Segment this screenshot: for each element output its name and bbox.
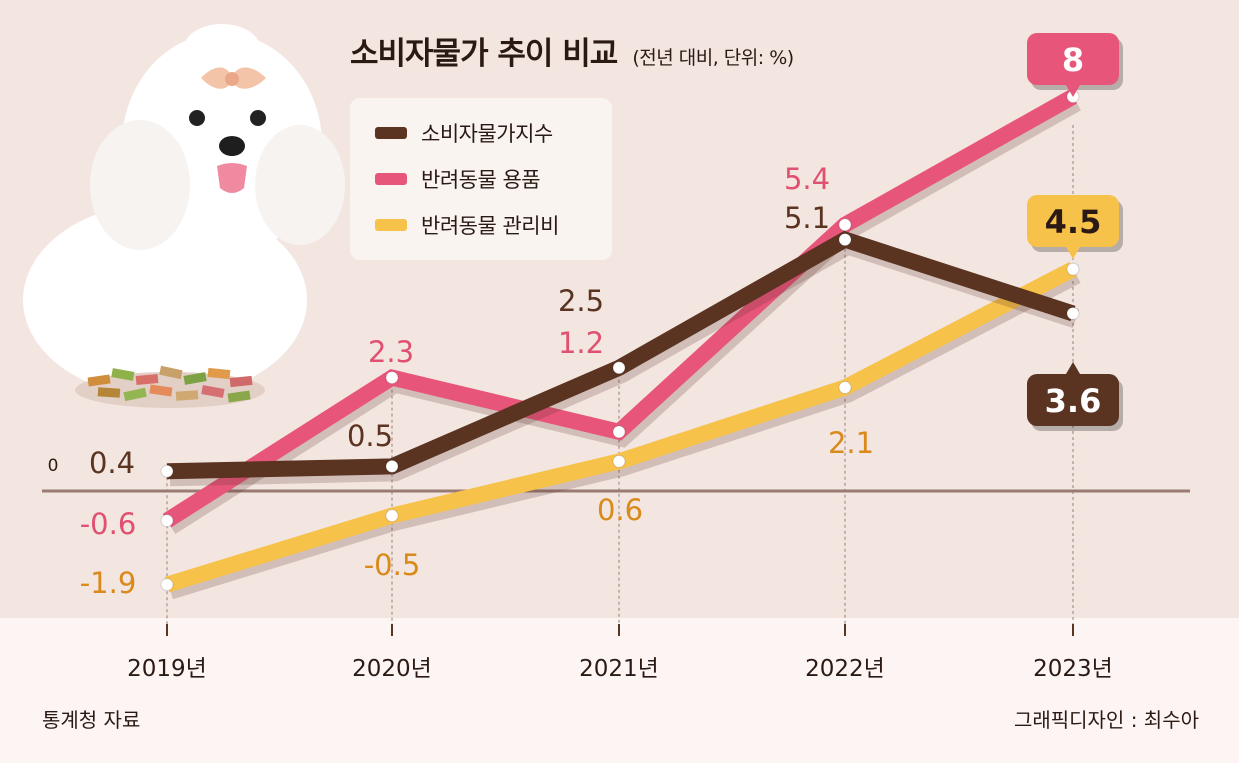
x-tick-label: 2020년 [352, 656, 432, 682]
source-note: 통계청 자료 [42, 708, 141, 732]
data-point-pet-care [838, 380, 852, 394]
callout-pointer-pet-care [1066, 247, 1080, 259]
data-label-cpi: 0.4 [89, 446, 135, 480]
x-tick-label: 2021년 [579, 656, 659, 682]
data-point-pet-goods [385, 371, 399, 385]
data-point-pet-goods [838, 218, 852, 232]
data-point-pet-care [385, 509, 399, 523]
data-label-pet-care: 2.1 [828, 426, 874, 460]
data-point-cpi [838, 233, 852, 247]
legend-item-pet-goods: 반려동물 용품 [375, 164, 541, 194]
data-label-cpi: 3.6 [1045, 382, 1102, 420]
dog-illustration [23, 24, 345, 408]
x-tick-label: 2022년 [805, 656, 885, 682]
data-label-pet-care: -0.5 [364, 548, 421, 582]
data-label-pet-goods: 5.4 [784, 162, 830, 196]
callout-box-cpi [1027, 374, 1119, 426]
data-point-pet-care [1066, 262, 1080, 276]
data-label-pet-goods: 2.3 [368, 335, 414, 369]
legend-swatch-pet-goods [375, 173, 407, 185]
legend-swatch-cpi [375, 127, 407, 139]
legend-item-cpi: 소비자물가지수 [375, 118, 553, 148]
data-point-cpi [385, 459, 399, 473]
data-point-cpi [612, 361, 626, 375]
callout-box-pet-care [1027, 195, 1119, 247]
legend-item-pet-care: 반려동물 관리비 [375, 210, 559, 240]
data-point-cpi [1066, 307, 1080, 321]
data-label-pet-goods: 1.2 [558, 326, 604, 360]
data-point-pet-care [160, 578, 174, 592]
legend-swatch-pet-care [375, 219, 407, 231]
data-label-pet-care: 0.6 [597, 493, 643, 527]
data-point-pet-goods [612, 425, 626, 439]
chart-title: 소비자물가 추이 비교 [350, 36, 618, 72]
graphic-credit: 그래픽디자인 : 최수아 [1013, 708, 1199, 732]
data-label-pet-goods: 8 [1062, 41, 1084, 79]
callout-pointer-cpi [1066, 362, 1080, 374]
data-point-pet-goods [160, 514, 174, 528]
data-label-pet-goods: -0.6 [80, 507, 137, 541]
data-point-cpi [160, 464, 174, 478]
callout-box-pet-goods [1027, 33, 1119, 85]
y-zero-label: 0 [48, 456, 59, 476]
data-point-pet-care [612, 454, 626, 468]
legend-label-cpi: 소비자물가지수 [421, 122, 553, 146]
data-label-pet-care: 4.5 [1045, 203, 1102, 241]
legend-label-pet-care: 반려동물 관리비 [421, 214, 559, 238]
data-label-cpi: 5.1 [784, 201, 830, 235]
legend: 소비자물가지수 반려동물 용품 반려동물 관리비 [350, 98, 612, 260]
data-label-cpi: 2.5 [558, 284, 604, 318]
callout-pointer-pet-goods [1066, 85, 1080, 97]
chart-subtitle: (전년 대비, 단위: %) [632, 47, 794, 69]
x-tick-label: 2019년 [127, 656, 207, 682]
data-label-cpi: 0.5 [347, 419, 393, 453]
x-axis-band [0, 618, 1239, 763]
chart-title-block: 소비자물가 추이 비교 (전년 대비, 단위: %) [350, 28, 794, 73]
data-label-pet-care: -1.9 [80, 566, 137, 600]
legend-label-pet-goods: 반려동물 용품 [421, 168, 541, 192]
x-tick-label: 2023년 [1033, 656, 1113, 682]
